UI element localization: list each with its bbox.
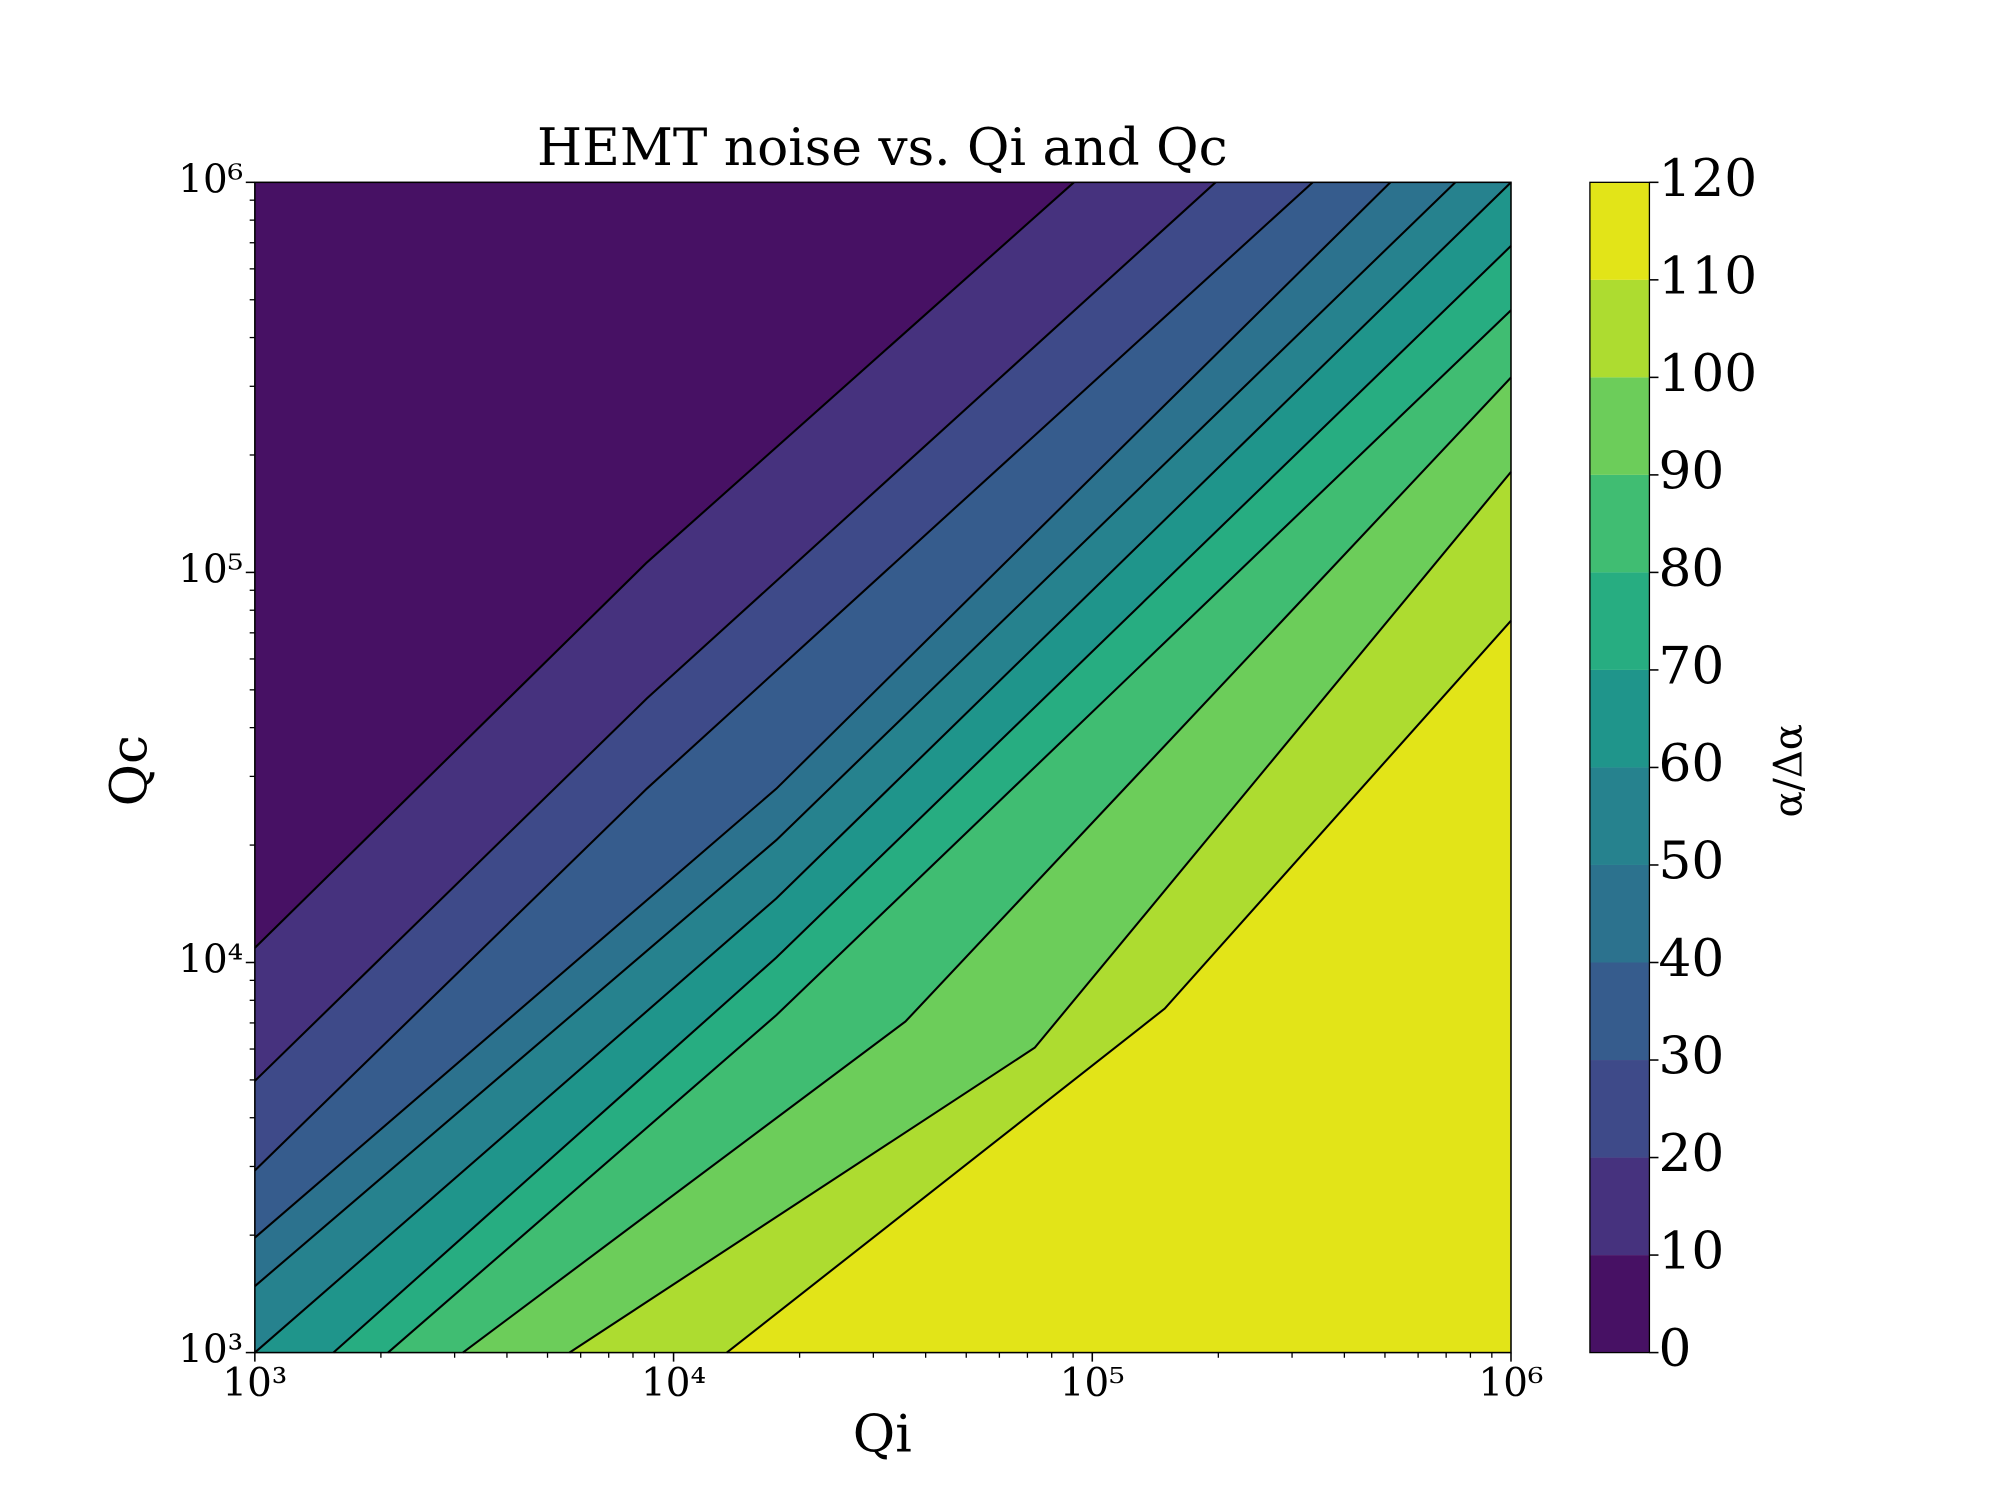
contour-line bbox=[254, 181, 1392, 1239]
contour-line bbox=[387, 309, 1512, 1354]
colorbar-tick-label: 80 bbox=[1658, 539, 1724, 599]
colorbar-tick-label: 30 bbox=[1658, 1027, 1724, 1087]
y-tick-label: 10⁵ bbox=[178, 547, 243, 592]
colorbar-band bbox=[1589, 572, 1650, 670]
colorbar-band bbox=[1589, 279, 1650, 378]
x-tick-label: 10⁶ bbox=[1479, 1361, 1544, 1406]
colorbar-tick-label: 10 bbox=[1658, 1222, 1724, 1282]
chart-title: HEMT noise vs. Qi and Qc bbox=[537, 118, 1228, 178]
colorbar-tick-label: 0 bbox=[1658, 1319, 1691, 1379]
colorbar-tick-label: 120 bbox=[1658, 149, 1757, 209]
colorbar-tick-label: 60 bbox=[1658, 734, 1724, 794]
colorbar-label: α/Δα bbox=[1767, 724, 1812, 817]
contour-band bbox=[726, 620, 1511, 1353]
colorbar-band bbox=[1589, 767, 1650, 865]
x-tick-label: 10⁴ bbox=[641, 1361, 706, 1406]
contour-line bbox=[254, 181, 1217, 1082]
colorbar-tick-label: 90 bbox=[1658, 441, 1724, 501]
y-tick-label: 10³ bbox=[178, 1328, 243, 1373]
contour-line bbox=[568, 471, 1512, 1354]
contour-line bbox=[254, 181, 1075, 949]
colorbar-band bbox=[1589, 962, 1650, 1061]
colorbar-band bbox=[1589, 1060, 1650, 1158]
contour-line bbox=[726, 620, 1512, 1354]
colorbar-band bbox=[1589, 474, 1650, 573]
colorbar-tick-label: 110 bbox=[1658, 246, 1757, 306]
contour-line bbox=[332, 245, 1512, 1354]
colorbar-tick-label: 100 bbox=[1658, 344, 1757, 404]
colorbar-tick-label: 20 bbox=[1658, 1124, 1724, 1184]
colorbar-tick-label: 50 bbox=[1658, 831, 1724, 891]
y-axis-label: Qc bbox=[100, 735, 160, 806]
plot-frame bbox=[254, 181, 1512, 1354]
y-tick-label: 10⁶ bbox=[178, 157, 243, 202]
colorbar-band bbox=[1589, 864, 1650, 963]
contour-line bbox=[254, 181, 1456, 1287]
colorbar-band bbox=[1589, 182, 1650, 280]
x-axis-label: Qi bbox=[853, 1404, 912, 1464]
colorbar-band bbox=[1589, 377, 1650, 475]
colorbar-tick-label: 40 bbox=[1658, 929, 1724, 989]
colorbar-band bbox=[1589, 669, 1650, 768]
contour-line bbox=[254, 181, 1512, 1354]
y-tick-label: 10⁴ bbox=[178, 938, 243, 983]
colorbar-band bbox=[1589, 1157, 1650, 1256]
contour-line bbox=[254, 181, 1314, 1172]
contour-line bbox=[462, 376, 1512, 1354]
colorbar-band bbox=[1589, 1255, 1650, 1353]
x-tick-label: 10³ bbox=[222, 1361, 287, 1406]
x-tick-label: 10⁵ bbox=[1060, 1361, 1125, 1406]
colorbar-tick-label: 70 bbox=[1658, 636, 1724, 696]
